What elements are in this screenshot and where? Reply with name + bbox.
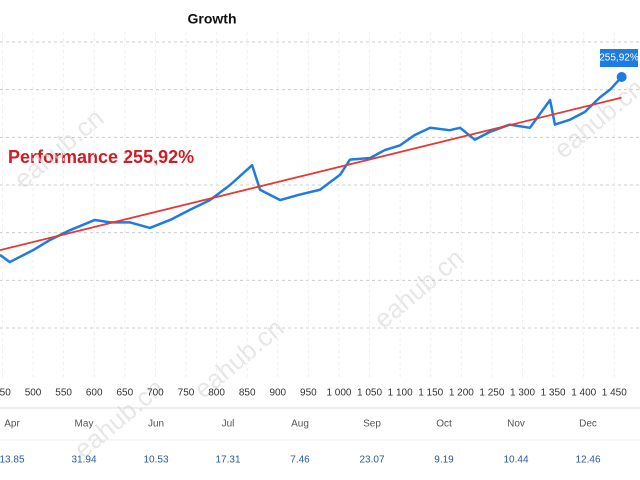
month-value: 10.53 xyxy=(143,455,168,466)
x-tick-label: 1 300 xyxy=(510,388,535,399)
watermark: eahub.cn xyxy=(368,242,469,334)
x-tick-label: 650 xyxy=(116,388,133,399)
x-tick-label: 750 xyxy=(178,388,195,399)
month-label: Oct xyxy=(436,419,452,430)
month-value: 10.44 xyxy=(503,455,528,466)
month-value: 17.31 xyxy=(215,455,240,466)
end-badge xyxy=(600,49,638,68)
performance-annotation: Performance 255,92% xyxy=(8,147,194,167)
month-label: Aug xyxy=(291,419,309,430)
month-label: Jun xyxy=(148,419,164,430)
month-label: May xyxy=(75,419,94,430)
month-value: 23.07 xyxy=(359,455,384,466)
watermark: eahub.cn xyxy=(548,72,640,164)
month-label: Jul xyxy=(222,419,235,430)
x-tick-label: 700 xyxy=(147,388,164,399)
chart-title: Growth xyxy=(188,11,237,27)
x-tick-label: 1 000 xyxy=(326,388,351,399)
month-label: Nov xyxy=(507,419,525,430)
x-tick-label: 800 xyxy=(208,388,225,399)
x-tick-label: 1 250 xyxy=(479,388,504,399)
end-point xyxy=(616,72,627,83)
x-tick-label: 1 350 xyxy=(541,388,566,399)
x-tick-label: 550 xyxy=(55,388,72,399)
month-value: 9.19 xyxy=(434,455,454,466)
end-label: 255,92% xyxy=(599,53,639,64)
growth-line xyxy=(0,76,623,264)
trend-line xyxy=(0,96,622,252)
x-tick-label: 850 xyxy=(239,388,256,399)
month-value: 31.94 xyxy=(71,455,96,466)
x-tick-label: 950 xyxy=(300,388,317,399)
x-tick-label: 900 xyxy=(269,388,286,399)
x-tick-label: 450 xyxy=(0,388,11,399)
month-value: 7.46 xyxy=(290,455,310,466)
month-value: 13.85 xyxy=(0,455,25,466)
x-tick-label: 1 400 xyxy=(571,388,596,399)
x-tick-label: 1 450 xyxy=(602,388,627,399)
x-tick-label: 1 050 xyxy=(357,388,382,399)
x-tick-label: 1 150 xyxy=(418,388,443,399)
x-tick-label: 600 xyxy=(86,388,103,399)
x-tick-label: 1 100 xyxy=(388,388,413,399)
month-value: 12.46 xyxy=(575,455,600,466)
month-label: Sep xyxy=(363,419,381,430)
x-tick-label: 1 200 xyxy=(449,388,474,399)
month-label: Apr xyxy=(4,419,20,430)
x-tick-label: 500 xyxy=(25,388,42,399)
month-label: Dec xyxy=(579,419,597,430)
